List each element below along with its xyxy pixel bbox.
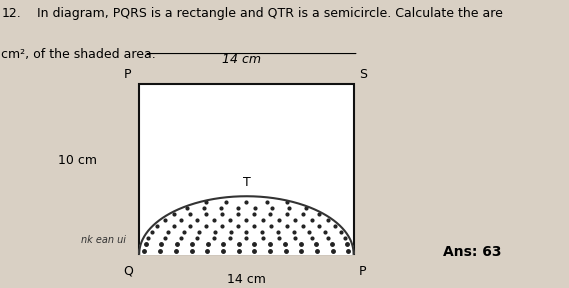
- Text: 10 cm: 10 cm: [59, 154, 97, 167]
- Text: P: P: [359, 265, 366, 278]
- Text: cm², of the shaded area.: cm², of the shaded area.: [1, 48, 156, 61]
- Text: In diagram, PQRS is a rectangle and QTR is a semicircle. Calculate the are: In diagram, PQRS is a rectangle and QTR …: [37, 7, 503, 20]
- Text: 14 cm: 14 cm: [227, 273, 266, 286]
- Text: 12.: 12.: [1, 7, 21, 20]
- Text: Ans: 63: Ans: 63: [443, 245, 502, 259]
- Bar: [139, 84, 353, 254]
- Text: Q: Q: [123, 265, 133, 278]
- Text: 14 cm: 14 cm: [222, 52, 261, 66]
- Text: T: T: [242, 176, 250, 190]
- Text: P: P: [124, 68, 132, 81]
- Text: nk ean ui: nk ean ui: [81, 235, 126, 245]
- Polygon shape: [139, 196, 353, 254]
- Text: S: S: [359, 68, 367, 81]
